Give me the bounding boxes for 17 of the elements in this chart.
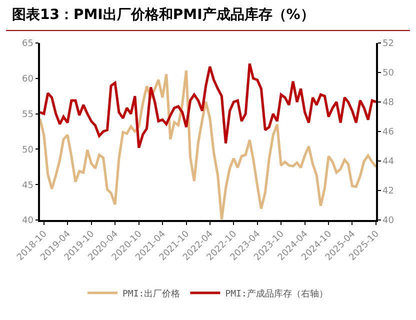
y2-tick-label: 44 [382,157,394,168]
y2-tick-label: 52 [382,39,394,50]
y-tick-label: 50 [22,145,34,156]
y-tick-label: 65 [22,39,34,50]
y2-tick-label: 50 [382,68,394,79]
legend-label: PMI:产成品库存（右轴） [225,288,328,300]
y2-tick-label: 46 [382,128,394,138]
y-tick-label: 45 [22,180,34,191]
y2-tick-label: 40 [382,216,394,226]
y2-tick-label: 48 [382,98,394,108]
y-tick-label: 60 [22,74,34,85]
legend-label: PMI:出厂价格 [122,288,180,300]
y-tick-label: 55 [22,110,34,120]
chart-title: 图表13：PMI出厂价格和PMI产成品库存（%） [6,0,410,31]
y2-tick-label: 42 [382,186,394,197]
line-series [40,62,376,149]
y-tick-label: 40 [22,216,34,226]
